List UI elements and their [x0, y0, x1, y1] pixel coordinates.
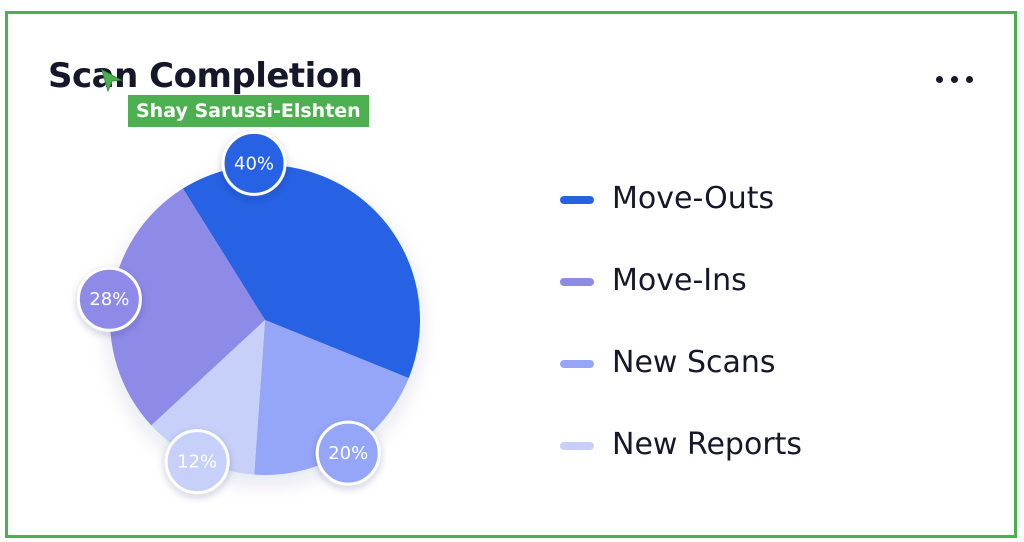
data-label-text: 28% — [89, 289, 129, 310]
pointer-cursor-icon — [101, 69, 123, 93]
card-title: Scan Completion — [48, 56, 363, 96]
chart-legend: Move-Outs Move-Ins New Scans New Reports — [560, 174, 802, 502]
data-label-text: 40% — [234, 153, 274, 174]
legend-item-move-outs[interactable]: Move-Outs — [560, 174, 802, 256]
more-horizontal-icon — [936, 76, 943, 83]
legend-item-new-reports[interactable]: New Reports — [560, 420, 802, 502]
legend-label: Move-Ins — [612, 263, 747, 298]
legend-label: New Reports — [612, 427, 803, 462]
data-label-text: 12% — [177, 452, 217, 473]
legend-swatch — [560, 360, 594, 368]
scan-completion-card: Scan Completion 40% 20% 12% 28% Move-Outs Mo… — [5, 11, 1017, 538]
legend-swatch — [560, 278, 594, 286]
legend-swatch — [560, 196, 594, 204]
collaborator-name-tag: Shay Sarussi-Elshten — [128, 95, 369, 127]
data-label-new-reports: 12% — [164, 429, 230, 495]
legend-swatch — [560, 442, 594, 450]
data-label-text: 20% — [328, 443, 368, 464]
legend-item-new-scans[interactable]: New Scans — [560, 338, 802, 420]
pie-slice-move-ins[interactable] — [109, 188, 266, 426]
pie-slice-new-scans[interactable] — [254, 320, 409, 476]
pie-chart: 40% 20% 12% 28% — [76, 130, 420, 495]
data-label-move-ins: 28% — [76, 266, 142, 332]
pie-slice-move-outs[interactable] — [182, 164, 420, 379]
data-label-new-scans: 20% — [315, 420, 381, 486]
legend-item-move-ins[interactable]: Move-Ins — [560, 256, 802, 338]
data-label-move-outs: 40% — [221, 130, 287, 196]
more-horizontal-icon-dot — [951, 76, 958, 83]
legend-label: New Scans — [612, 345, 776, 380]
more-horizontal-icon-dot — [966, 76, 973, 83]
legend-label: Move-Outs — [612, 181, 775, 216]
more-options-button[interactable] — [930, 64, 980, 94]
